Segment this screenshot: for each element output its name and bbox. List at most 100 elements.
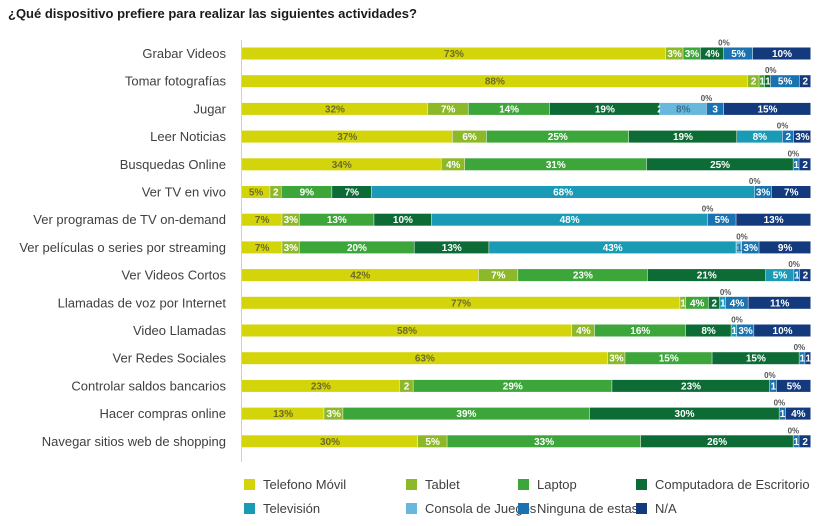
bar-segment: [742, 241, 760, 254]
bar-segment: [723, 102, 811, 115]
segment-value-label: 7%: [255, 215, 270, 226]
legend-swatch: [406, 479, 417, 490]
legend-item: Consola de Juegos: [406, 501, 537, 516]
zero-annotation: 0%: [718, 39, 730, 48]
bar-segment: [270, 186, 282, 198]
bar-segment: [374, 213, 432, 226]
zero-annotation: 0%: [702, 205, 714, 214]
segment-value-label: 7%: [441, 104, 456, 115]
segment-value-label: 1: [731, 326, 737, 337]
segment-value-label: 4%: [690, 298, 705, 309]
zero-annotation: 0%: [788, 426, 800, 435]
segment-value-label: 10%: [393, 215, 413, 226]
bar-row: Llamadas de voz por Internet 77% 1 4% 2 1 4% 11…: [58, 288, 812, 310]
segment-value-label: 2: [785, 132, 791, 143]
segment-value-label: 19%: [595, 104, 615, 115]
segment-value-label: 7%: [255, 243, 270, 254]
segment-value-label: 15%: [659, 354, 679, 365]
legend-swatch: [244, 479, 255, 490]
legend-item: Telefono Móvil: [244, 477, 346, 492]
segment-value-label: 1: [805, 354, 811, 365]
bar-segment: [324, 407, 344, 420]
segment-value-label: 5%: [715, 215, 730, 226]
bar-row: Navegar sitios web de shopping 30% 5% 33% 26…: [42, 426, 812, 449]
bar-segment: [754, 324, 811, 337]
segment-value-label: 1: [800, 354, 806, 365]
legend-swatch: [406, 503, 417, 514]
bar-segment: [242, 352, 608, 365]
segment-value-label: 13%: [273, 409, 293, 420]
segment-value-label: 3: [712, 104, 718, 115]
segment-value-label: 21%: [697, 271, 717, 282]
bar-segment: [299, 241, 415, 254]
bar-segment: [765, 75, 771, 88]
segment-value-label: 1: [780, 409, 786, 420]
bar-row: Ver películas o series por streaming 7% 3%…: [19, 232, 812, 255]
legend-label: Consola de Juegos: [425, 501, 537, 516]
bar-segment: [793, 158, 800, 171]
legend-swatch: [244, 503, 255, 514]
zero-annotation: 0%: [701, 94, 713, 103]
legend-item: Ninguna de estas: [518, 501, 639, 516]
segment-value-label: 7%: [345, 188, 360, 199]
bar-segment: [731, 324, 738, 337]
bar-segment: [452, 130, 487, 143]
segment-value-label: 10%: [772, 49, 792, 60]
segment-value-label: 2: [404, 381, 410, 392]
bar-segment: [765, 269, 795, 282]
legend: Telefono Móvil Tablet Laptop Computadora de…: [244, 477, 810, 516]
bar-segment: [242, 296, 681, 309]
segment-value-label: 8%: [676, 104, 691, 115]
segment-value-label: 1: [765, 77, 771, 88]
legend-label: Televisión: [263, 501, 320, 516]
bar-segment: [343, 407, 590, 420]
segment-value-label: 2: [802, 77, 808, 88]
segment-value-label: 3%: [738, 326, 753, 337]
bar-segment: [625, 352, 713, 365]
segment-value-label: 5%: [249, 188, 264, 199]
bar-segment: [759, 75, 766, 88]
segment-value-label: 4%: [576, 326, 591, 337]
bar-segment: [299, 213, 375, 226]
bar-segment: [685, 324, 732, 337]
segment-value-label: 15%: [746, 354, 766, 365]
bar-segment: [282, 241, 300, 254]
segment-value-label: 16%: [630, 326, 650, 337]
bar-row: Ver Videos Cortos 42% 7% 23% 21% 5% 1 20%: [121, 260, 812, 283]
segment-value-label: 3%: [284, 243, 299, 254]
legend-item: Televisión: [244, 501, 320, 516]
bar-segment: [242, 102, 428, 115]
segment-value-label: 23%: [573, 271, 593, 282]
bar-segment: [725, 296, 749, 309]
segment-value-label: 8%: [753, 132, 768, 143]
bar-segment: [518, 269, 648, 282]
bar-segment: [799, 435, 811, 448]
segment-value-label: 4%: [446, 160, 461, 171]
segment-value-label: 32%: [325, 104, 345, 115]
bar-segment: [779, 407, 786, 420]
bar-segment: [468, 102, 550, 115]
bar-segment: [665, 47, 684, 60]
legend-item: Tablet: [406, 477, 460, 492]
zero-annotation: 0%: [731, 316, 743, 325]
segment-value-label: 31%: [546, 160, 566, 171]
bar-segment: [805, 352, 811, 365]
zero-annotation: 0%: [764, 371, 776, 380]
category-label: Ver Redes Sociales: [113, 351, 227, 366]
segment-value-label: 48%: [560, 215, 580, 226]
legend-label: Tablet: [425, 477, 460, 492]
segment-value-label: 3%: [743, 243, 758, 254]
bar-segment: [769, 379, 777, 392]
bars-layer: Grabar Videos 73% 3% 3% 4% 5% 10%0%Tomar fotog…: [19, 39, 812, 462]
segment-value-label: 20%: [347, 243, 367, 254]
segment-value-label: 2: [711, 298, 717, 309]
bar-segment: [683, 47, 701, 60]
segment-value-label: 4%: [730, 298, 745, 309]
bar-segment: [589, 407, 780, 420]
bar-segment: [549, 102, 661, 115]
segment-value-label: 1: [720, 298, 726, 309]
bar-segment: [242, 324, 573, 337]
bar-segment: [799, 75, 811, 88]
bar-segment: [748, 296, 811, 309]
